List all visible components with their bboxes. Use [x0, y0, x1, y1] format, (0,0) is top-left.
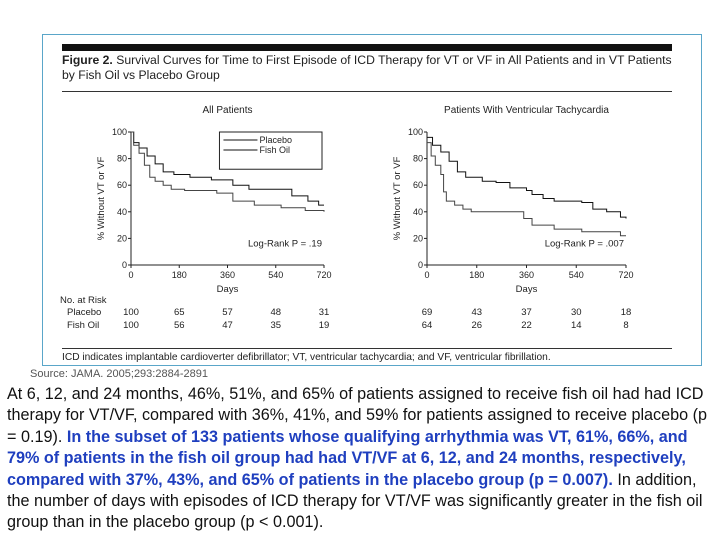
legend-box [218, 131, 323, 170]
at-risk-value: 47 [222, 320, 233, 331]
at-risk-value: 43 [471, 307, 482, 318]
x-tick-label: 180 [469, 270, 484, 280]
divider [62, 91, 672, 92]
chart-title: Patients With Ventricular Tachycardia [444, 105, 609, 116]
figure-top-bar [62, 44, 672, 51]
figure-caption: Survival Curves for Time to First Episod… [62, 53, 672, 82]
x-tick-label: 0 [128, 270, 133, 280]
at-risk-value: 19 [319, 320, 330, 331]
at-risk-value: 48 [270, 307, 281, 318]
x-tick-label: 0 [424, 270, 429, 280]
at-risk-value: 18 [621, 307, 632, 318]
at-risk-value: 31 [319, 307, 330, 318]
at-risk-value: 57 [222, 307, 233, 318]
at-risk-value: 30 [571, 307, 582, 318]
figure-label: Figure 2. [62, 53, 113, 67]
log-rank-annotation: Log-Rank P = .19 [248, 238, 322, 249]
at-risk-value: 56 [174, 320, 185, 331]
figure-note: ICD indicates implantable cardioverter d… [62, 352, 551, 363]
y-tick-label: 100 [408, 127, 423, 137]
y-tick-label: 60 [413, 180, 423, 190]
at-risk-value: 65 [174, 307, 185, 318]
text-segment: In addition, the number of days with epi… [7, 470, 703, 532]
x-axis-label: Days [516, 284, 538, 295]
at-risk-value: 22 [521, 320, 532, 331]
log-rank-annotation: Log-Rank P = .007 [545, 238, 624, 249]
y-axis-label: % Without VT or VF [96, 156, 107, 240]
at-risk-value: 26 [471, 320, 482, 331]
legend-label: Fish Oil [259, 145, 290, 155]
x-tick-label: 720 [316, 270, 331, 280]
source-citation: Source: JAMA. 2005;293:2884-2891 [30, 368, 208, 380]
survival-curve-fish-oil [131, 131, 325, 212]
survival-curve-fish-oil [427, 142, 626, 237]
at-risk-value: 64 [422, 320, 433, 331]
y-tick-label: 20 [117, 233, 127, 243]
y-tick-label: 0 [418, 260, 423, 270]
y-tick-label: 80 [117, 154, 127, 164]
y-tick-label: 40 [413, 207, 423, 217]
at-risk-value: 69 [422, 307, 433, 318]
figure-panel: Figure 2. Survival Curves for Time to Fi… [42, 34, 702, 366]
x-tick-label: 720 [618, 270, 633, 280]
x-tick-label: 540 [569, 270, 584, 280]
y-tick-label: 20 [413, 233, 423, 243]
figure-title: Figure 2. Survival Curves for Time to Fi… [62, 53, 682, 83]
highlighted-text: In the subset of 133 patients whose qual… [7, 427, 688, 489]
at-risk-value: 37 [521, 307, 532, 318]
y-tick-label: 60 [117, 180, 127, 190]
divider [62, 348, 672, 349]
x-tick-label: 540 [268, 270, 283, 280]
at-risk-value: 100 [123, 320, 139, 331]
legend-label: Placebo [259, 135, 292, 145]
at-risk-value: 35 [270, 320, 281, 331]
at-risk-header: No. at Risk [60, 295, 107, 306]
at-risk-value: 100 [123, 307, 139, 318]
at-risk-value: 14 [571, 320, 582, 331]
x-tick-label: 360 [220, 270, 235, 280]
at-risk-row-label: Fish Oil [67, 320, 99, 331]
survival-curve-placebo [131, 131, 324, 206]
chart-title: All Patients [202, 105, 252, 116]
y-tick-label: 0 [122, 260, 127, 270]
body-paragraph: At 6, 12, and 24 months, 46%, 51%, and 6… [7, 384, 717, 534]
x-tick-label: 360 [519, 270, 534, 280]
x-axis-label: Days [217, 284, 239, 295]
survival-curve-placebo [427, 136, 627, 219]
y-axis-label: % Without VT or VF [392, 156, 403, 240]
text-segment: At 6, 12, and 24 months, 46%, 51%, and 6… [7, 385, 708, 446]
x-tick-label: 180 [172, 270, 187, 280]
at-risk-row-label: Placebo [67, 307, 101, 318]
at-risk-value: 8 [623, 320, 628, 331]
y-tick-label: 80 [413, 154, 423, 164]
y-tick-label: 40 [117, 207, 127, 217]
y-tick-label: 100 [112, 127, 127, 137]
